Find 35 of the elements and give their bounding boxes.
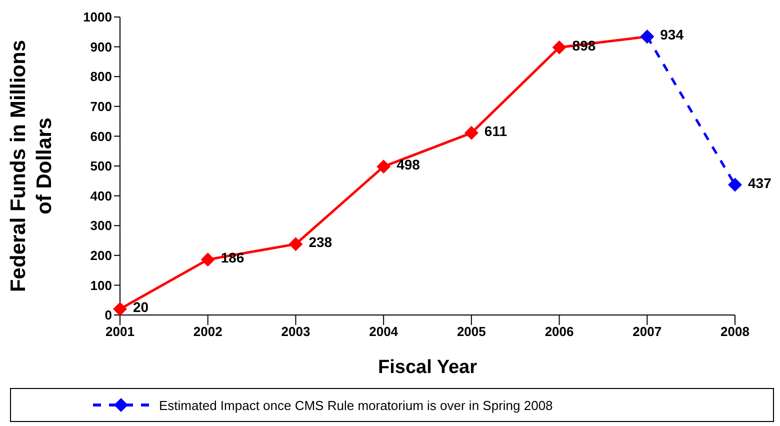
y-tick-label: 300 <box>90 218 112 234</box>
y-tick-label: 1000 <box>83 10 112 25</box>
point <box>200 252 215 267</box>
legend-label: Estimated Impact once CMS Rule moratorium is over in Spring 2008 <box>159 398 553 412</box>
y-axis-title: Federal Funds in Millions of Dollars <box>7 40 56 292</box>
y-tick-label: 400 <box>90 188 112 204</box>
point <box>113 302 127 315</box>
x-tick-label: 2001 <box>106 324 134 340</box>
data-label: 934 <box>660 26 684 43</box>
x-tick-label: 2003 <box>281 324 310 340</box>
data-label: 238 <box>308 234 332 250</box>
point <box>464 126 478 140</box>
y-tick-label: 200 <box>90 248 112 264</box>
x-tick-label: 2002 <box>193 324 222 340</box>
y-tick-label: 900 <box>90 39 112 54</box>
data-label: 498 <box>396 156 420 173</box>
x-tick-label: 2006 <box>544 324 574 340</box>
y-tick-label: 100 <box>90 278 112 293</box>
y-tick-label: 800 <box>90 69 112 84</box>
y-tick-label: 500 <box>90 158 112 174</box>
point <box>552 40 566 54</box>
point <box>376 160 391 174</box>
x-axis-title: Fiscal Year <box>378 357 478 378</box>
data-label: 437 <box>748 174 772 191</box>
y-tick-label: 700 <box>90 99 112 114</box>
data-label: 611 <box>484 122 508 139</box>
y-tick-label: 0 <box>104 308 112 323</box>
x-tick-label: 2007 <box>632 324 662 340</box>
y-tick-label: 600 <box>90 128 112 144</box>
point <box>728 178 742 192</box>
data-label: 20 <box>133 299 149 316</box>
point <box>288 237 303 252</box>
x-tick-label: 2004 <box>369 324 399 340</box>
x-tick-label: 2008 <box>720 324 750 340</box>
x-tick-label: 2005 <box>456 324 486 340</box>
